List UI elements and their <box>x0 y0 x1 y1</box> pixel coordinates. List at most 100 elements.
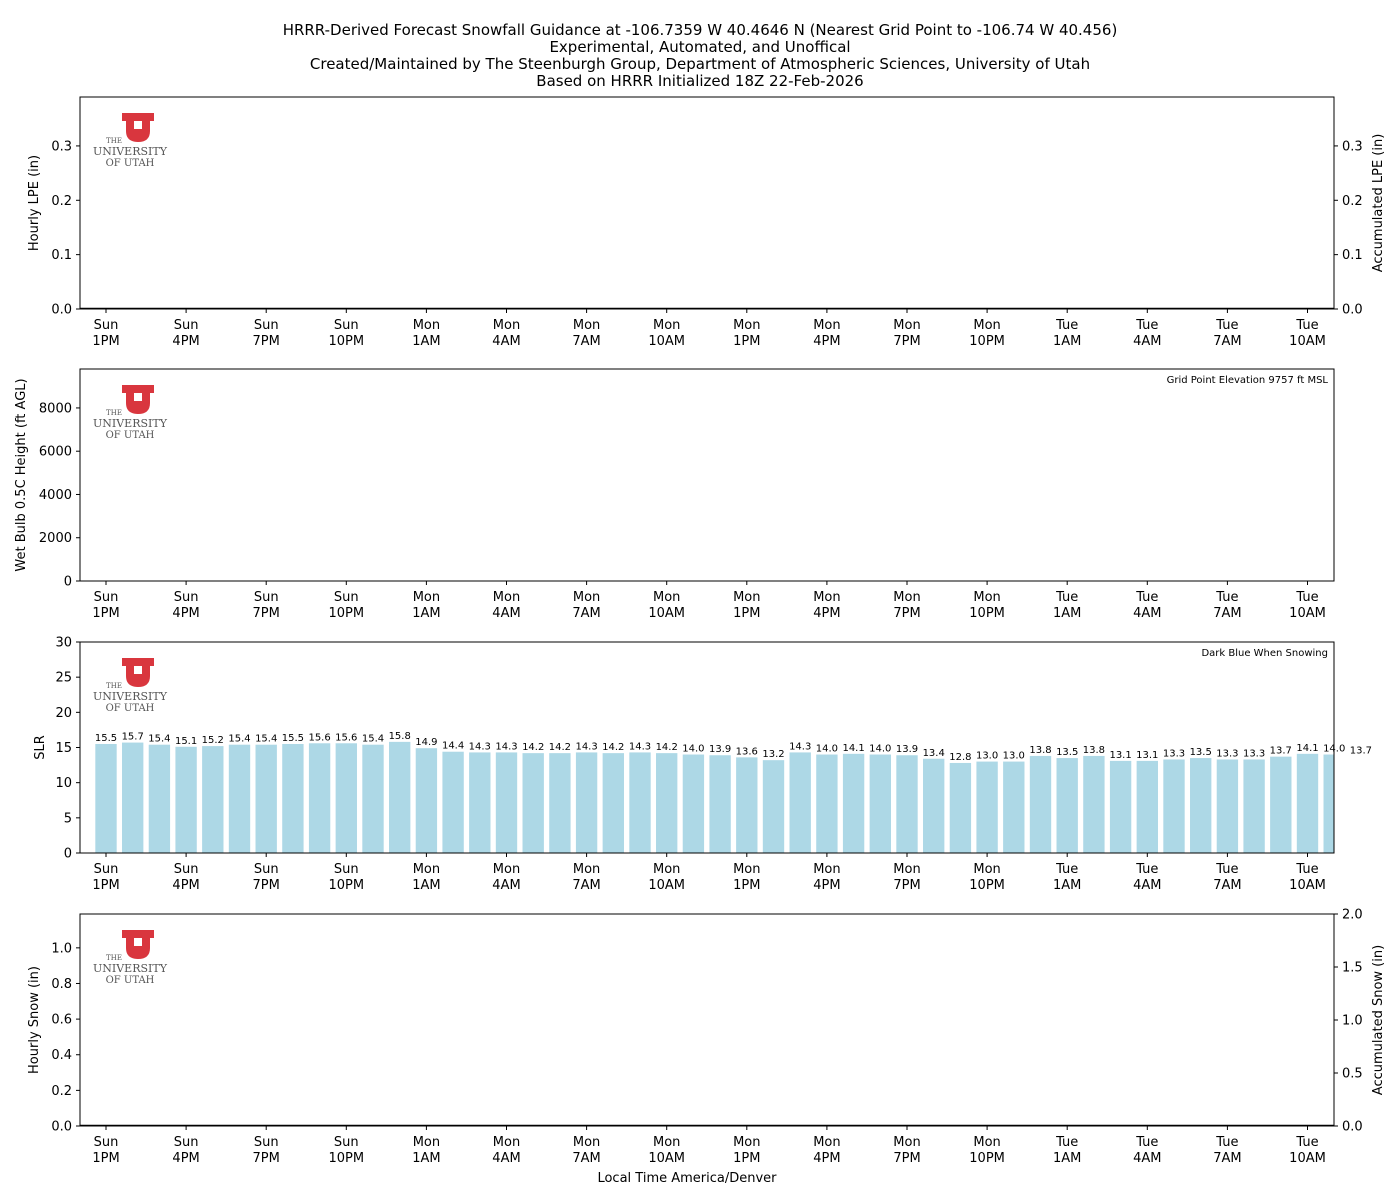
x-tick-day: Sun <box>254 862 279 877</box>
y-tick-label: 0.8 <box>51 977 72 992</box>
bar-label: 13.5 <box>1056 747 1078 758</box>
bar-label: 15.4 <box>362 734 384 745</box>
bar-label: 13.4 <box>923 748 945 759</box>
logo-text-bottom: OF UTAH <box>106 703 155 714</box>
bar <box>709 755 731 853</box>
x-tick-time: 1PM <box>733 878 760 893</box>
bar <box>816 754 838 853</box>
x-tick-time: 7AM <box>1213 1151 1241 1166</box>
bar <box>175 746 197 853</box>
bar <box>575 752 598 853</box>
utah-u-icon <box>122 658 154 687</box>
bar-label: 15.4 <box>148 734 170 745</box>
x-tick-day: Tue <box>1055 590 1078 605</box>
bar <box>202 746 224 853</box>
bar <box>1296 753 1319 853</box>
x-tick-day: Sun <box>94 318 119 333</box>
y-tick-label: 15 <box>55 741 72 756</box>
bar-label: 14.3 <box>495 741 517 752</box>
bar-label: 14.9 <box>415 737 437 748</box>
y-axis-label: SLR <box>33 735 48 760</box>
bar-label: 14.3 <box>469 741 491 752</box>
x-tick-time: 7AM <box>572 334 600 349</box>
y-tick-label: 4000 <box>39 488 72 503</box>
x-tick-day: Mon <box>653 862 680 877</box>
y2-tick-label: 0.1 <box>1342 248 1363 263</box>
x-tick-time: 7AM <box>1213 606 1241 621</box>
bar-label: 14.0 <box>816 744 838 755</box>
bar-label: 13.3 <box>1216 748 1238 759</box>
x-tick-time: 1PM <box>92 878 119 893</box>
bar <box>1083 755 1105 853</box>
x-tick-time: 7AM <box>572 1151 600 1166</box>
bar-label: 13.9 <box>896 744 918 755</box>
x-tick-time: 10AM <box>1289 1151 1326 1166</box>
bar-label: 13.2 <box>762 749 784 760</box>
bar-label: 15.7 <box>122 732 144 743</box>
panel-3: 15.5 15.7 15.4 15.1 15.2 15.4 15.4 15.5 15.6 15.6… <box>33 636 1372 894</box>
y-tick-label: 0.2 <box>51 194 72 209</box>
x-tick-time: 4PM <box>172 878 199 893</box>
x-tick-time: 7AM <box>1213 334 1241 349</box>
bar <box>362 744 384 853</box>
bar <box>682 754 705 853</box>
x-tick-day: Tue <box>1215 1135 1238 1150</box>
x-tick-day: Mon <box>973 590 1000 605</box>
bar-label: 13.8 <box>1083 745 1105 756</box>
panel-annotation: Dark Blue When Snowing <box>1201 648 1328 659</box>
y-tick-label: 0 <box>64 575 72 590</box>
panel-1: 0.0 0.1 0.2 0.3 0.0 0.1 0.2 0.3 Hourly LPE (in) A… <box>27 96 1386 349</box>
x-tick-day: Mon <box>573 862 600 877</box>
x-tick-day: Tue <box>1215 862 1238 877</box>
x-tick-time: 4AM <box>1133 334 1161 349</box>
x-tick-time: 4PM <box>172 1151 199 1166</box>
y-tick-label: 8000 <box>39 401 72 416</box>
x-tick-day: Mon <box>733 1135 760 1150</box>
y-tick-label: 0.0 <box>51 303 72 318</box>
x-tick-day: Sun <box>174 862 199 877</box>
x-tick-time: 4AM <box>492 334 520 349</box>
x-tick-day: Mon <box>733 862 760 877</box>
x-tick-day: Sun <box>334 318 359 333</box>
x-tick-time: 1PM <box>92 606 119 621</box>
bar-label: 15.5 <box>95 733 117 744</box>
x-tick-time: 7PM <box>253 878 280 893</box>
bar <box>415 748 438 853</box>
x-tick-day: Tue <box>1135 590 1158 605</box>
title-line-4: Based on HRRR Initialized 18Z 22-Feb-202… <box>536 72 864 90</box>
bar <box>1190 758 1212 853</box>
y-tick-label: 2000 <box>39 531 72 546</box>
y2-axis-label: Accumulated Snow (in) <box>1371 945 1386 1095</box>
bar-label: 15.8 <box>389 731 411 742</box>
bar-label: 15.1 <box>175 736 197 747</box>
x-tick-time: 1PM <box>733 334 760 349</box>
logo-text-middle: UNIVERSITY <box>93 962 168 975</box>
plot-frame <box>79 368 1335 582</box>
y-tick-label: 20 <box>55 706 72 721</box>
y2-tick-label: 0.2 <box>1342 194 1363 209</box>
bar <box>469 752 491 853</box>
x-tick-day: Tue <box>1215 590 1238 605</box>
bar <box>842 753 865 853</box>
x-tick-time: 1AM <box>1053 1151 1081 1166</box>
bar-label: 14.2 <box>522 742 544 753</box>
x-tick-day: Mon <box>813 862 840 877</box>
bar-label: 13.0 <box>1003 751 1025 762</box>
y-axis-label: Hourly Snow (in) <box>27 966 42 1074</box>
bar-label: 14.1 <box>842 743 864 754</box>
bar <box>1323 754 1334 853</box>
x-tick-time: 7PM <box>253 334 280 349</box>
x-tick-day: Tue <box>1135 1135 1158 1150</box>
x-tick-time: 4PM <box>172 606 199 621</box>
bar <box>656 753 678 853</box>
bar-label: 14.0 <box>869 744 891 755</box>
x-tick-day: Sun <box>174 1135 199 1150</box>
x-tick-day: Tue <box>1055 1135 1078 1150</box>
x-tick-day: Sun <box>94 862 119 877</box>
bar <box>869 754 891 853</box>
